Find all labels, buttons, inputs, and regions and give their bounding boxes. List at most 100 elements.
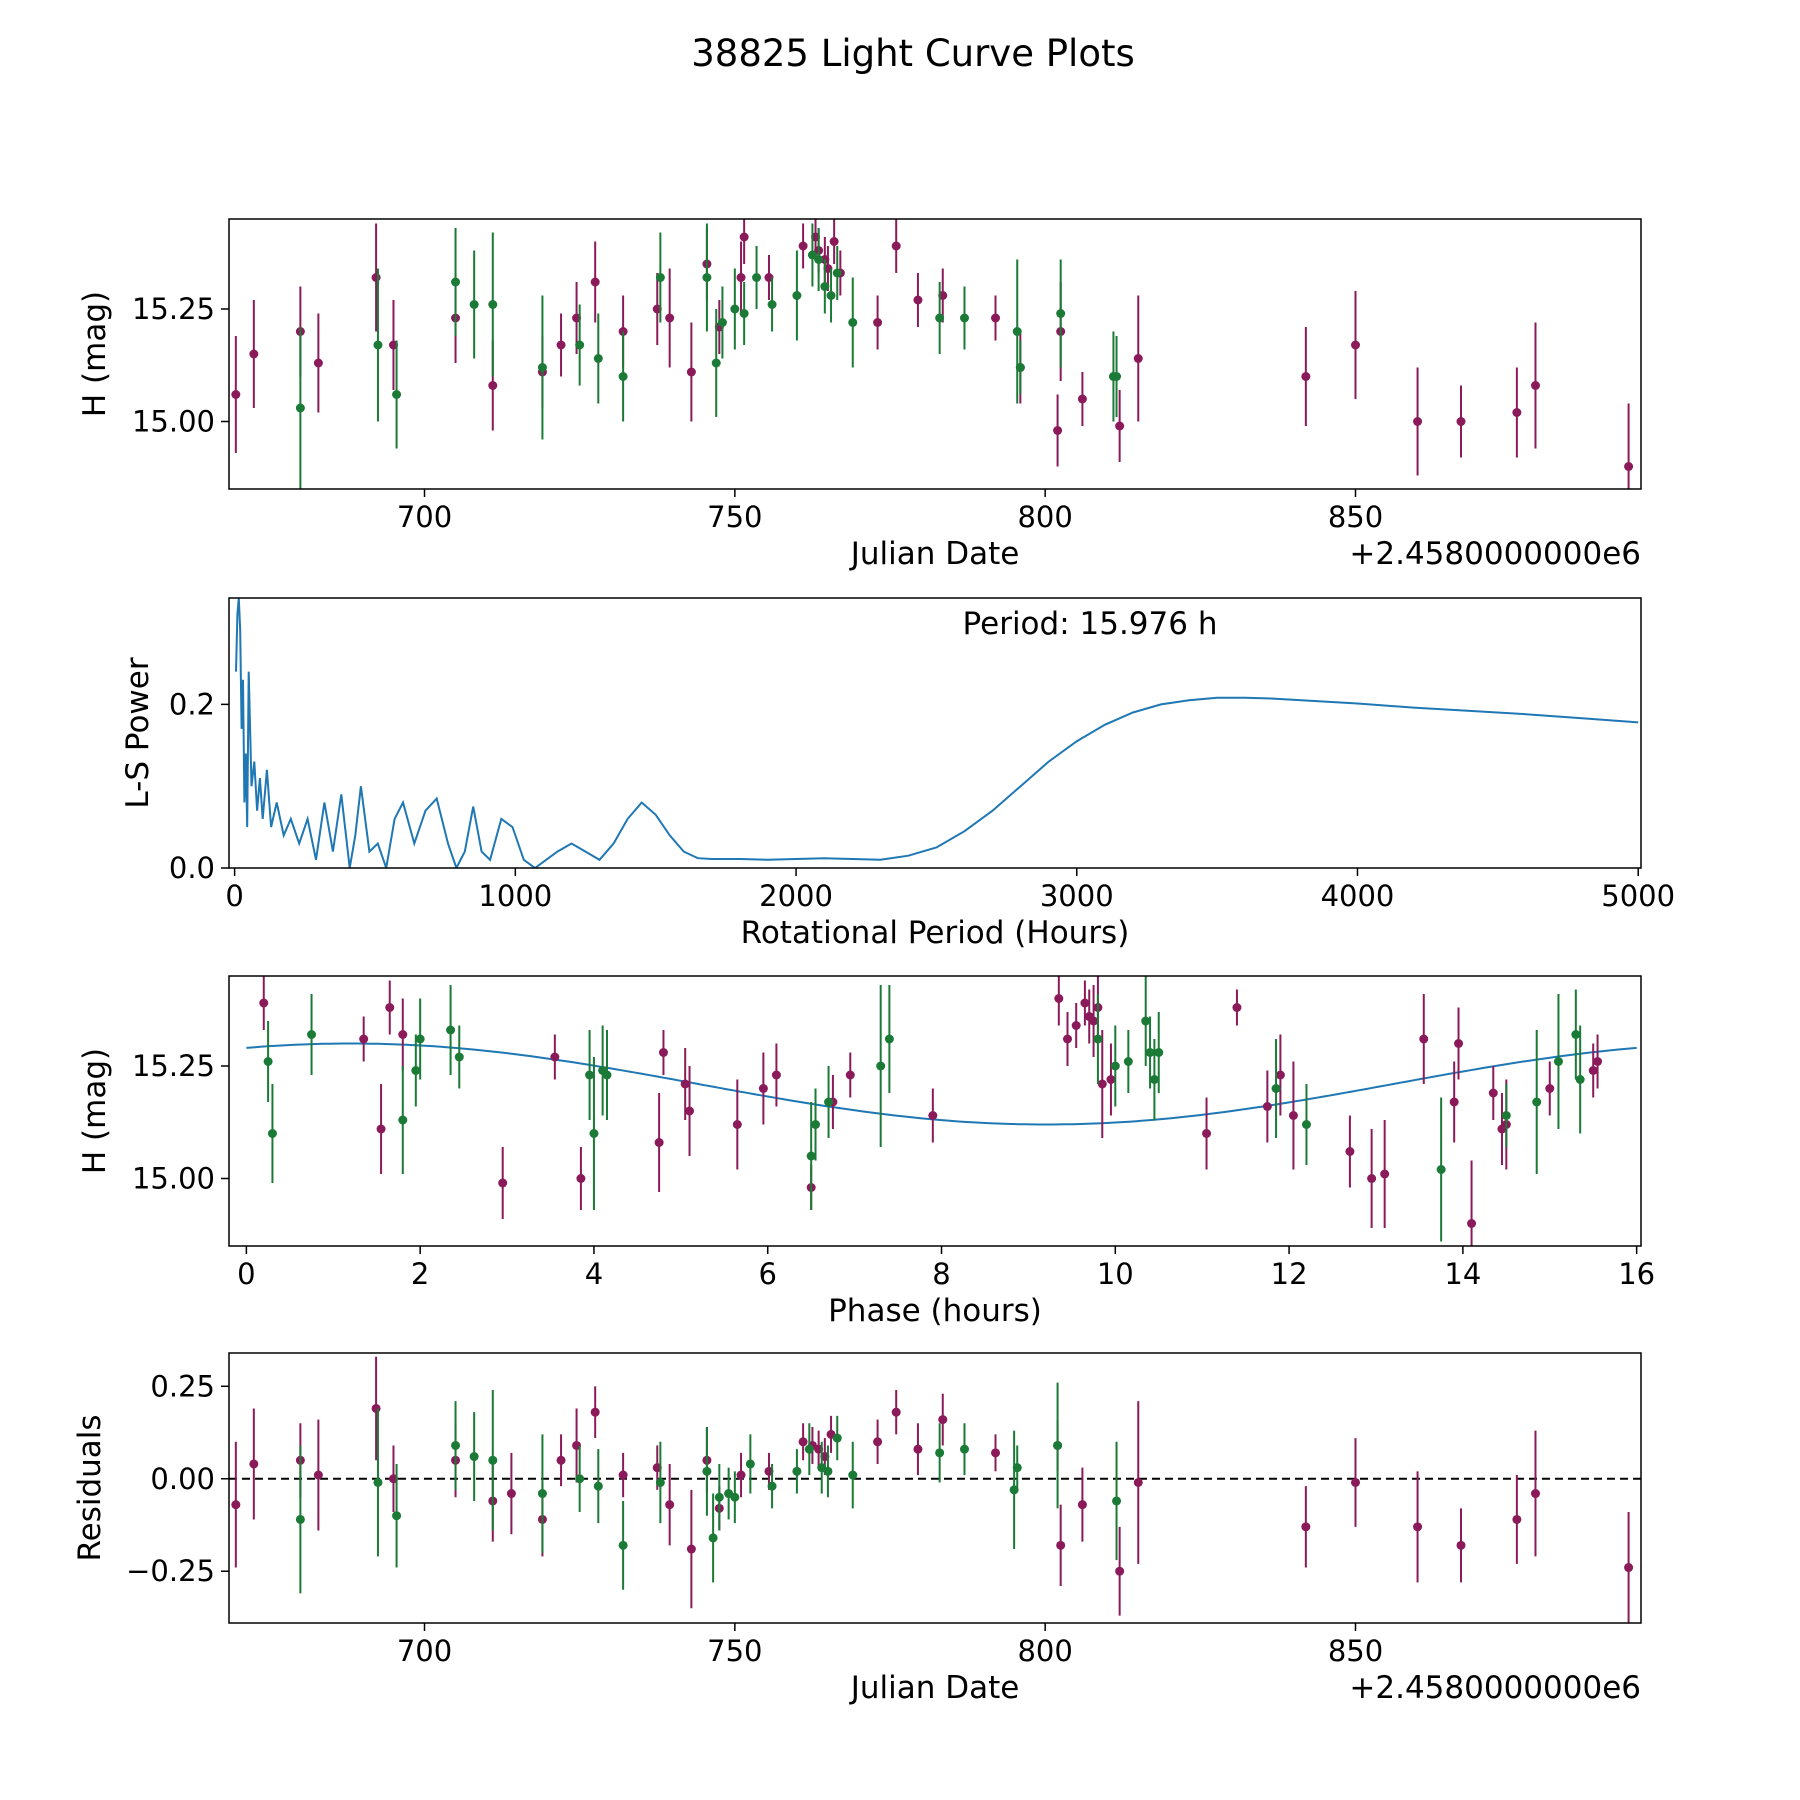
x-tick-label: 0 [225, 879, 243, 913]
x-tick-label: 10 [1097, 1257, 1134, 1291]
data-point-band_r [1202, 1129, 1212, 1138]
y-axis-label: L-S Power [120, 657, 156, 808]
x-tick-label: 4000 [1321, 879, 1395, 913]
data-point-band_g [1301, 1120, 1311, 1129]
data-point-band_r [1588, 1066, 1598, 1075]
data-point-band_r [618, 1470, 628, 1480]
plot-area [246, 976, 1637, 1246]
data-point-band_g [618, 1540, 628, 1550]
data-point-band_g [824, 1097, 834, 1107]
data-point-band_g [1015, 363, 1025, 372]
data-point-band_g [295, 403, 305, 413]
x-axis-label: Phase (hours) [828, 1293, 1042, 1329]
data-point-band_r [1133, 1477, 1143, 1487]
data-point-band_g [618, 372, 628, 381]
data-point-band_r [680, 1079, 690, 1089]
data-point-band_r [685, 1106, 695, 1116]
data-point-band_g [702, 273, 712, 282]
data-point-band_g [767, 1481, 777, 1491]
data-point-band_r [658, 1048, 668, 1057]
data-point-band_r [1488, 1088, 1498, 1098]
periodogram-panel: 0 1000 2000 3000 4000 5000 0.0 0.2 Rotational Pe… [120, 597, 1675, 951]
data-point-band_r [1115, 1566, 1125, 1576]
x-tick-label: 14 [1444, 1257, 1481, 1291]
data-point-band_g [575, 1474, 585, 1484]
data-point-band_g [959, 313, 969, 323]
y-tick-label: 15.25 [132, 292, 215, 326]
data-point-band_g [739, 309, 749, 318]
data-point-band_g [814, 255, 824, 264]
data-point-band_r [313, 1470, 323, 1480]
data-point-band_g [451, 1440, 461, 1450]
axes-frame [228, 975, 1642, 1247]
data-point-band_r [371, 273, 381, 282]
data-point-band_r [1115, 421, 1125, 431]
data-point-band_g [469, 300, 479, 309]
data-point-band_r [1454, 1039, 1464, 1048]
data-point-band_g [792, 291, 802, 300]
data-point-band_r [686, 1544, 696, 1554]
data-point-band_g [1012, 1463, 1022, 1473]
periodogram-line [235, 598, 1639, 868]
x-offset-text: +2.4580000000e6 [1349, 536, 1641, 572]
data-point-band_g [1093, 1034, 1103, 1044]
data-point-band_r [845, 1070, 855, 1080]
data-point-band_g [804, 1444, 814, 1454]
data-point-band_r [1512, 1514, 1522, 1524]
y-axis-label: H (mag) [77, 291, 113, 417]
data-point-band_r [938, 1415, 948, 1425]
data-point-band_r [1624, 462, 1634, 471]
x-tick-label: 5000 [1601, 879, 1675, 913]
data-point-band_g [823, 1466, 833, 1476]
data-point-band_r [1350, 1477, 1360, 1487]
data-point-band_g [655, 273, 665, 282]
data-point-band_g [848, 318, 858, 327]
y-tick-label: 0.0 [169, 851, 215, 885]
data-point-band_g [1112, 372, 1122, 381]
data-point-band_r [891, 1407, 901, 1417]
data-point-band_g [373, 340, 383, 350]
data-point-band_g [469, 1452, 479, 1462]
data-point-band_r [913, 295, 923, 305]
data-point-band_g [593, 1481, 603, 1491]
data-point-band_r [1413, 417, 1423, 426]
plot-area [231, 219, 1634, 489]
data-point-band_r [498, 1178, 508, 1188]
data-point-band_r [556, 1455, 566, 1465]
data-point-band_r [1350, 340, 1360, 350]
data-point-band_r [739, 232, 749, 242]
data-point-band_r [249, 349, 259, 359]
data-point-band_r [1056, 1540, 1066, 1550]
x-tick-label: 750 [707, 500, 762, 534]
y-tick-label: −0.25 [126, 1554, 215, 1588]
data-point-band_g [307, 1030, 317, 1039]
data-point-band_g [446, 1025, 456, 1035]
lightcurve-panel: 700 750 800 850 15.00 15.25 Julian Date H (mag)… [77, 218, 1642, 572]
data-point-band_r [829, 237, 839, 246]
data-point-band_g [593, 354, 603, 363]
data-point-band_g [708, 1533, 718, 1543]
data-point-band_g [1053, 1440, 1063, 1450]
data-point-band_r [313, 358, 323, 368]
data-point-band_r [1097, 1079, 1107, 1089]
data-point-band_g [1532, 1097, 1542, 1107]
data-point-band_g [730, 1492, 740, 1502]
data-point-band_g [848, 1470, 858, 1480]
y-tick-label: 15.00 [132, 405, 215, 439]
data-point-band_g [767, 300, 777, 309]
data-point-band_g [398, 1115, 408, 1125]
data-point-band_r [1077, 394, 1087, 404]
data-point-band_g [589, 1129, 599, 1138]
y-tick-label: 15.25 [132, 1049, 215, 1083]
data-point-band_g [295, 1514, 305, 1524]
data-point-band_g [884, 1034, 894, 1044]
data-point-band_g [1571, 1030, 1581, 1039]
data-point-band_r [1467, 1219, 1477, 1228]
data-point-band_r [1106, 1075, 1116, 1084]
data-point-band_g [602, 1070, 612, 1080]
period-annotation: Period: 15.976 h [963, 606, 1218, 642]
data-point-band_g [537, 363, 547, 372]
data-point-band_r [385, 1003, 395, 1012]
data-point-band_g [745, 1459, 755, 1469]
